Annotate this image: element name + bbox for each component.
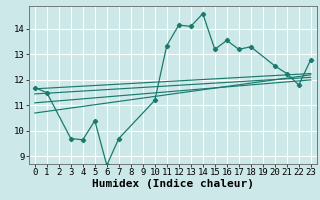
X-axis label: Humidex (Indice chaleur): Humidex (Indice chaleur)	[92, 179, 254, 189]
